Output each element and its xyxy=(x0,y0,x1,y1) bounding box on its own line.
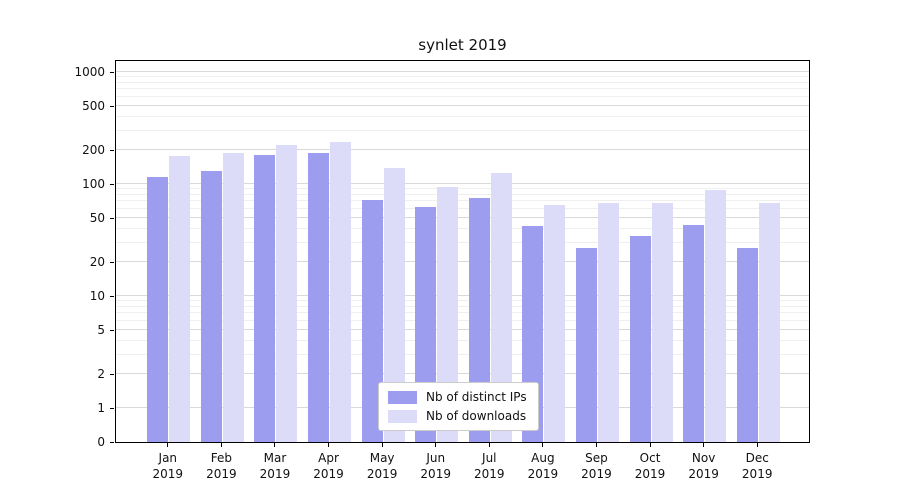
x-tick-label: Apr 2019 xyxy=(313,451,344,481)
bar-downloads-jan xyxy=(169,155,191,442)
x-tick-mark xyxy=(649,443,651,447)
gridline xyxy=(116,95,809,97)
gridline xyxy=(116,115,809,117)
y-tick-mark xyxy=(110,442,114,443)
plot-area: Nb of distinct IPs Nb of downloads xyxy=(115,60,810,443)
y-tick-label: 20 xyxy=(89,255,105,270)
y-tick-mark xyxy=(110,217,114,219)
bar-downloads-nov xyxy=(705,190,727,442)
y-tick-label: 50 xyxy=(89,210,105,225)
gridline xyxy=(116,81,809,83)
bar-downloads-aug xyxy=(544,204,566,442)
x-tick-mark xyxy=(220,443,222,447)
y-tick-mark xyxy=(110,329,114,331)
x-tick-mark xyxy=(488,443,490,447)
x-tick-label: Nov 2019 xyxy=(688,451,719,481)
gridline xyxy=(116,149,809,151)
bar-distinct-ips-dec xyxy=(736,247,758,442)
y-tick-label: 5 xyxy=(97,322,105,337)
y-tick-mark xyxy=(110,262,114,264)
x-tick-mark xyxy=(756,443,758,447)
x-tick-mark xyxy=(435,443,437,447)
bar-distinct-ips-mar xyxy=(254,155,276,442)
gridline xyxy=(116,76,809,78)
y-tick-label: 500 xyxy=(82,98,105,113)
y-tick-label: 100 xyxy=(82,177,105,191)
x-tick-label: Feb 2019 xyxy=(206,451,237,481)
x-tick-mark xyxy=(328,443,330,447)
legend-label-distinct-ips: Nb of distinct IPs xyxy=(426,390,527,404)
bar-downloads-sep xyxy=(597,203,619,442)
bar-downloads-dec xyxy=(758,202,780,442)
legend-item-distinct-ips: Nb of distinct IPs xyxy=(388,390,527,404)
bar-downloads-feb xyxy=(222,152,244,442)
gridline xyxy=(116,129,809,131)
x-tick-label: Mar 2019 xyxy=(259,451,291,481)
bar-distinct-ips-apr xyxy=(308,152,330,442)
gridline xyxy=(116,104,809,106)
x-tick-mark xyxy=(274,443,276,447)
x-tick-label: Jul 2019 xyxy=(474,451,505,481)
y-tick-mark xyxy=(110,184,114,185)
y-tick-mark xyxy=(110,72,114,73)
x-tick-mark xyxy=(381,443,383,447)
bar-distinct-ips-may xyxy=(361,199,383,442)
x-tick-label: May 2019 xyxy=(366,451,398,481)
x-tick-mark xyxy=(595,443,597,447)
bar-downloads-apr xyxy=(330,142,352,442)
gridline xyxy=(116,71,809,72)
y-tick-label: 2 xyxy=(97,367,105,382)
y-tick-label: 1 xyxy=(97,401,105,415)
y-tick-mark xyxy=(110,408,114,409)
x-tick-label: Jan 2019 xyxy=(152,451,184,481)
bar-distinct-ips-jul xyxy=(468,198,490,442)
bar-distinct-ips-jan xyxy=(147,177,169,442)
legend-swatch-distinct-ips xyxy=(388,390,417,404)
y-tick-label: 1000 xyxy=(74,65,105,79)
bar-downloads-jul xyxy=(490,173,512,442)
legend: Nb of distinct IPs Nb of downloads xyxy=(378,382,539,431)
bar-downloads-oct xyxy=(651,203,673,442)
y-tick-label: 200 xyxy=(82,143,105,158)
legend-item-downloads: Nb of downloads xyxy=(388,409,527,423)
bar-distinct-ips-sep xyxy=(575,247,597,442)
legend-label-downloads: Nb of downloads xyxy=(426,409,527,423)
bar-distinct-ips-oct xyxy=(629,236,651,442)
legend-swatch-downloads xyxy=(388,409,417,423)
chart-title: synlet 2019 xyxy=(418,36,507,54)
x-tick-label: Oct 2019 xyxy=(634,451,666,481)
x-tick-mark xyxy=(542,443,544,447)
bar-distinct-ips-feb xyxy=(200,171,222,442)
bar-downloads-may xyxy=(383,167,405,442)
x-tick-mark xyxy=(703,443,705,447)
y-tick-mark xyxy=(110,105,114,107)
bar-downloads-jun xyxy=(437,186,459,442)
y-tick-label: 10 xyxy=(89,289,105,303)
x-tick-label: Jun 2019 xyxy=(420,451,451,481)
gridline xyxy=(116,88,809,90)
bar-distinct-ips-nov xyxy=(683,225,705,442)
y-tick-label: 0 xyxy=(97,435,105,449)
y-tick-mark xyxy=(110,296,114,297)
x-tick-mark xyxy=(167,443,169,447)
x-tick-label: Sep 2019 xyxy=(581,451,612,481)
x-tick-label: Aug 2019 xyxy=(527,451,559,481)
y-tick-mark xyxy=(110,374,114,376)
bar-downloads-mar xyxy=(276,144,298,442)
y-tick-mark xyxy=(110,150,114,152)
x-tick-label: Dec 2019 xyxy=(741,451,773,481)
